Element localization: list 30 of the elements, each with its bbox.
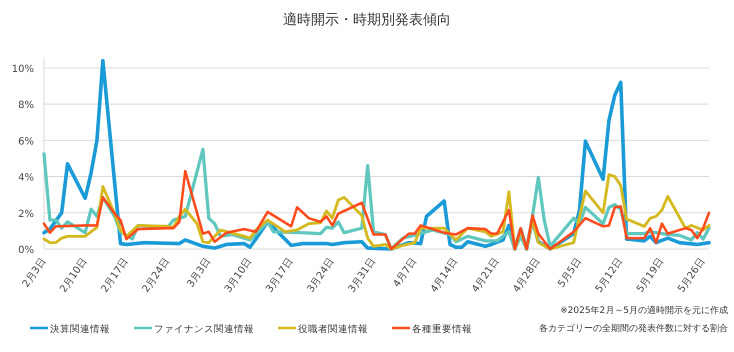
x-tick-label: 2月10日: [58, 256, 90, 295]
x-tick-label: 3月24日: [305, 256, 337, 295]
x-tick-label: 5月5日: [556, 256, 584, 290]
x-tick-label: 3月3日: [185, 256, 214, 290]
y-tick-label: 10%: [12, 64, 34, 75]
text: 各カテゴリーの全期間の発表件数に対する割合: [539, 323, 728, 334]
y-tick-label: 6%: [18, 136, 34, 148]
x-tick-label: 5月12日: [594, 256, 626, 295]
x-tick-label: 5月19日: [634, 256, 666, 295]
x-tick-label: 4月14日: [428, 256, 460, 295]
legend-label: ファイナンス関連情報: [154, 323, 254, 335]
x-tick-label: 5月26日: [676, 256, 708, 295]
y-tick-label: 4%: [18, 172, 34, 184]
x-tick-label: 4月7日: [391, 256, 420, 290]
x-tick-label: 2月3日: [20, 256, 48, 290]
x-tick-label: 4月28日: [511, 256, 543, 295]
text: ※2025年2月～5月の適時開示を元に作成: [560, 305, 728, 316]
x-tick-label: 2月24日: [140, 256, 172, 295]
y-tick-label: 8%: [18, 100, 34, 112]
x-tick-label: 3月17日: [264, 256, 296, 295]
chart-title: 適時開示・時期別発表傾向: [283, 12, 451, 28]
legend-label: 決算関連情報: [50, 323, 110, 335]
x-tick-label: 4月21日: [470, 256, 502, 295]
y-tick-label: 2%: [18, 208, 34, 220]
legend-label: 各種重要情報: [412, 323, 472, 335]
x-tick-label: 3月31日: [346, 256, 378, 295]
y-tick-label: 0%: [18, 245, 34, 256]
legend-label: 役職者関連情報: [298, 323, 368, 335]
x-tick-label: 3月10日: [222, 256, 254, 295]
x-tick-label: 2月17日: [99, 256, 131, 295]
